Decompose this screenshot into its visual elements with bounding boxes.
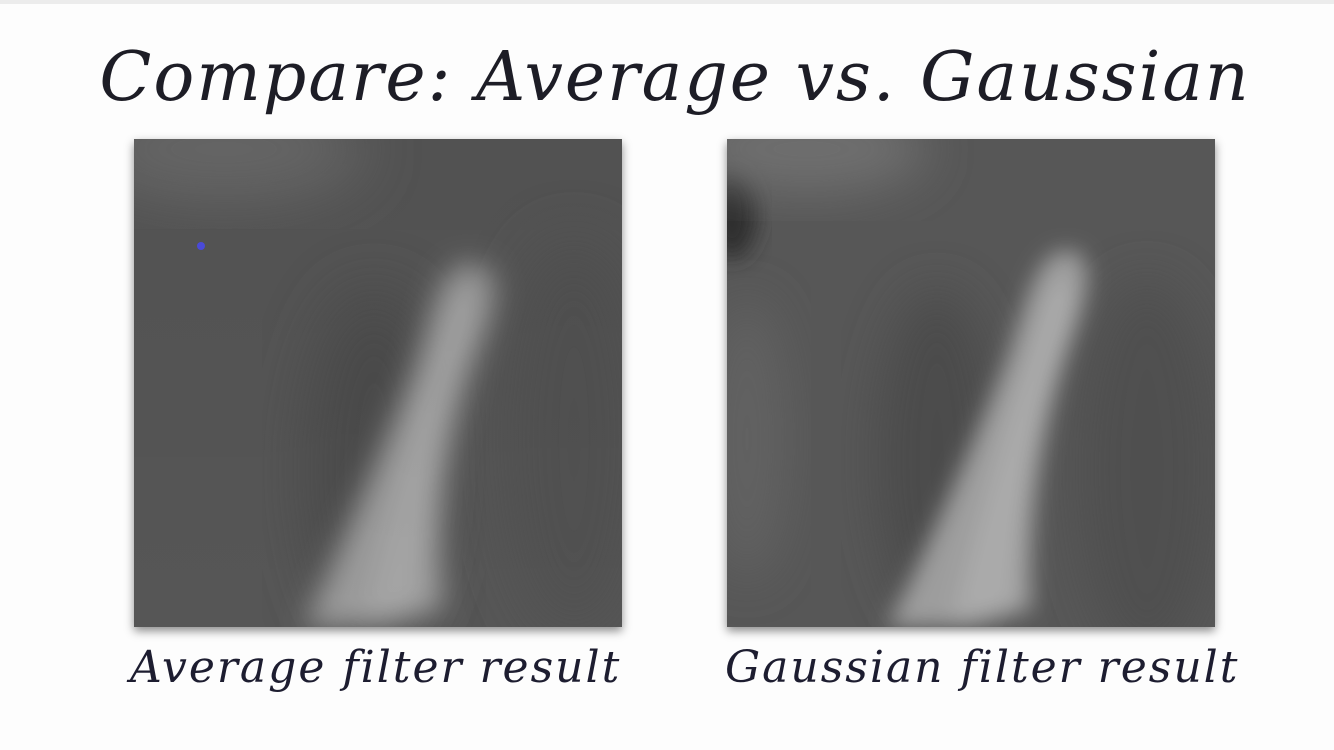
top-border — [0, 0, 1334, 4]
gaussian-filter-blur — [727, 139, 1215, 627]
average-caption: Average filter result — [130, 642, 622, 693]
average-filter-image — [134, 139, 622, 627]
gaussian-filter-image — [727, 139, 1215, 627]
marker-dot — [197, 242, 205, 250]
average-filter-blur — [134, 139, 622, 627]
slide-title: Compare: Average vs. Gaussian — [99, 38, 1251, 117]
gaussian-caption: Gaussian filter result — [725, 642, 1240, 693]
